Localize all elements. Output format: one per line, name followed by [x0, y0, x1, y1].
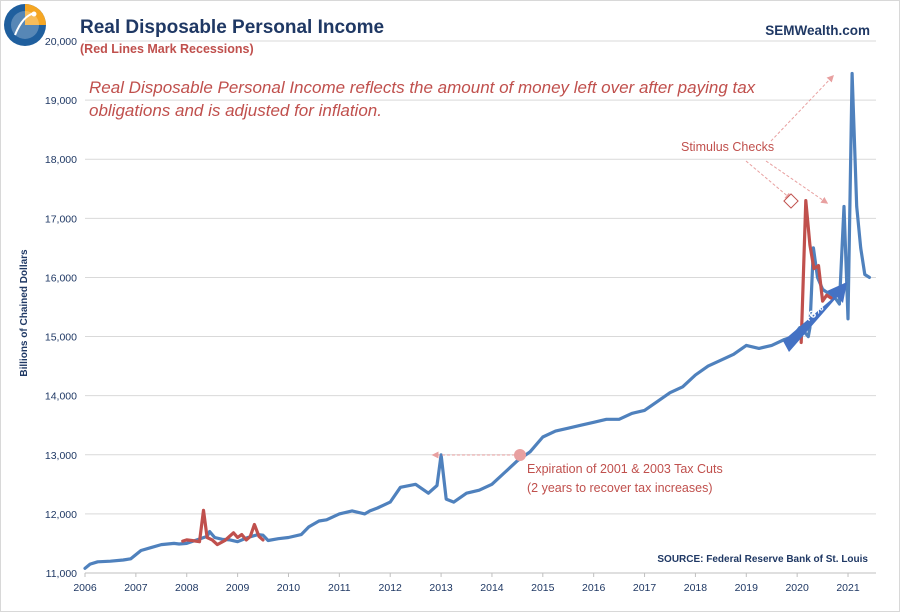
description-line-2: obligations and is adjusted for inflatio… [89, 101, 382, 120]
y-tick-label: 14,000 [45, 391, 77, 403]
x-tick-label: 2017 [633, 582, 657, 594]
x-tick-label: 2012 [379, 582, 403, 594]
y-tick-label: 17,000 [45, 213, 77, 225]
brand-name: SEMWealth.com [765, 23, 870, 38]
stimulus-arrow-1 [745, 160, 793, 200]
x-tick-label: 2018 [684, 582, 708, 594]
stimulus-peak-marker [783, 193, 799, 209]
x-tick-label: 2008 [175, 582, 199, 594]
y-tick-label: 12,000 [45, 509, 77, 521]
x-tick-label: 2007 [124, 582, 148, 594]
x-tick-label: 2009 [226, 582, 250, 594]
y-tick-label: 16,000 [45, 272, 77, 284]
tax-cut-label-line-2: (2 years to recover tax increases) [527, 481, 713, 495]
source-note: SOURCE: Federal Reserve Bank of St. Loui… [657, 554, 868, 565]
y-tick-label: 18,000 [45, 154, 77, 166]
tax-cut-marker [514, 449, 526, 461]
series-line-main [83, 71, 872, 570]
y-tick-label: 13,000 [45, 450, 77, 462]
series-group [83, 71, 872, 570]
y-tick-label: 19,000 [45, 95, 77, 107]
y-axis-ticks: 11,000 12,000 13,000 14,000 15,000 16,000 17,0… [45, 36, 77, 580]
y-tick-label: 11,000 [46, 568, 77, 580]
x-tick-label: 2021 [836, 582, 860, 594]
x-tick-label: 2020 [785, 582, 809, 594]
series-line-recession-2020 [799, 199, 837, 345]
y-axis-label: Billions of Chained Dollars [19, 249, 30, 377]
chart-title: Real Disposable Personal Income [80, 17, 384, 38]
brand-logo [4, 4, 46, 46]
x-tick-label: 2006 [73, 582, 97, 594]
x-tick-label: 2019 [735, 582, 759, 594]
tax-cut-label-line-1: Expiration of 2001 & 2003 Tax Cuts [527, 462, 723, 476]
description-line-1: Real Disposable Personal Income reflects… [89, 78, 756, 97]
x-axis-ticks: 2006 2007 2008 2009 2010 2011 2012 2013 2014 2015… [73, 572, 876, 594]
x-tick-label: 2013 [429, 582, 453, 594]
y-tick-label: 20,000 [45, 36, 77, 48]
x-tick-label: 2014 [480, 582, 504, 594]
chart-subtitle: (Red Lines Mark Recessions) [80, 42, 254, 56]
x-tick-label: 2015 [531, 582, 555, 594]
stimulus-label: Stimulus Checks [681, 140, 774, 154]
grid [85, 40, 876, 574]
series-line-recession-2008 [181, 508, 265, 547]
x-tick-label: 2011 [328, 582, 351, 594]
stimulus-arrow-2 [765, 160, 829, 204]
x-tick-label: 2016 [582, 582, 606, 594]
x-tick-label: 2010 [277, 582, 301, 594]
stimulus-arrow-3 [770, 74, 834, 142]
growth-arrow: +6% [783, 282, 847, 352]
y-tick-label: 15,000 [45, 332, 77, 344]
